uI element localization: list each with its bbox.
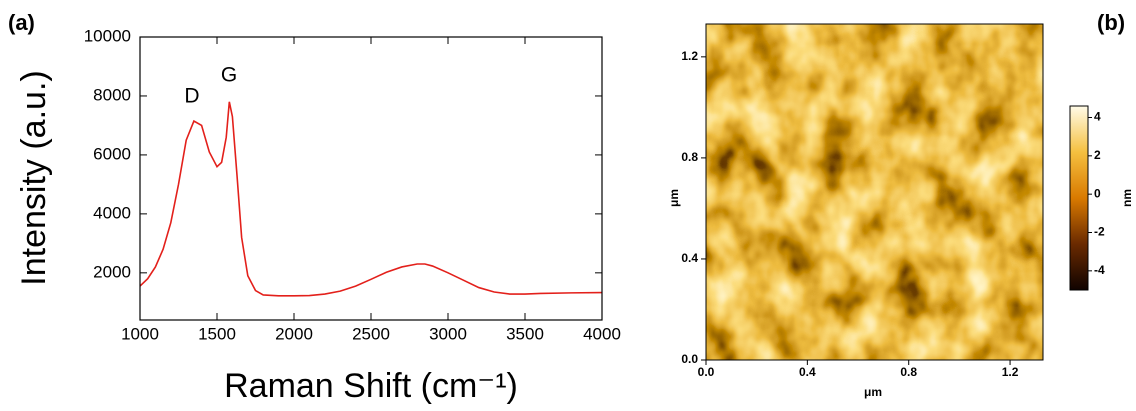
y-tick-label: 4000 bbox=[93, 203, 131, 222]
y-axis-title: Intensity (a.u.) bbox=[15, 70, 53, 285]
x-tick-label: 4000 bbox=[583, 324, 621, 343]
x-tick-label: 0.0 bbox=[698, 365, 715, 379]
annotation: D bbox=[184, 85, 199, 108]
colorbar-tick-label: 2 bbox=[1094, 148, 1101, 162]
x-tick-label: 3000 bbox=[429, 324, 467, 343]
panel-label: (a) bbox=[8, 10, 35, 35]
x-tick-label: 1500 bbox=[198, 324, 236, 343]
y-tick-label: 1.2 bbox=[681, 49, 698, 63]
x-axis-title: Raman Shift (cm⁻¹) bbox=[224, 367, 518, 405]
y-tick-label: 2000 bbox=[93, 262, 131, 281]
plot-frame bbox=[705, 23, 1044, 361]
colorbar-tick-label: -2 bbox=[1094, 225, 1105, 239]
colorbar-title: nm bbox=[1120, 189, 1134, 207]
y-tick-label: 10000 bbox=[84, 26, 131, 45]
colorbar bbox=[1069, 105, 1089, 291]
x-tick-label: 2000 bbox=[275, 324, 313, 343]
x-axis-title: μm bbox=[864, 385, 882, 399]
colorbar-tick-label: 0 bbox=[1094, 186, 1101, 200]
y-tick-label: 0.0 bbox=[681, 352, 698, 366]
colorbar-tick-label: 4 bbox=[1094, 110, 1101, 124]
x-tick-label: 1.2 bbox=[1002, 365, 1019, 379]
x-tick-label: 3500 bbox=[506, 324, 544, 343]
y-tick-label: 0.8 bbox=[681, 150, 698, 164]
plot-frame bbox=[139, 36, 603, 321]
y-axis-title: μm bbox=[667, 189, 681, 207]
y-tick-label: 8000 bbox=[93, 85, 131, 104]
panel-label: (b) bbox=[1097, 10, 1125, 35]
colorbar-tick-label: -4 bbox=[1094, 263, 1105, 277]
x-tick-label: 0.8 bbox=[900, 365, 917, 379]
afm-image bbox=[706, 24, 1043, 360]
annotation: G bbox=[221, 64, 237, 87]
x-tick-label: 1000 bbox=[121, 324, 159, 343]
y-tick-label: 6000 bbox=[93, 144, 131, 163]
line bbox=[139, 101, 603, 297]
x-tick-label: 2500 bbox=[352, 324, 390, 343]
x-tick-label: 0.4 bbox=[799, 365, 816, 379]
y-tick-label: 0.4 bbox=[681, 251, 698, 265]
